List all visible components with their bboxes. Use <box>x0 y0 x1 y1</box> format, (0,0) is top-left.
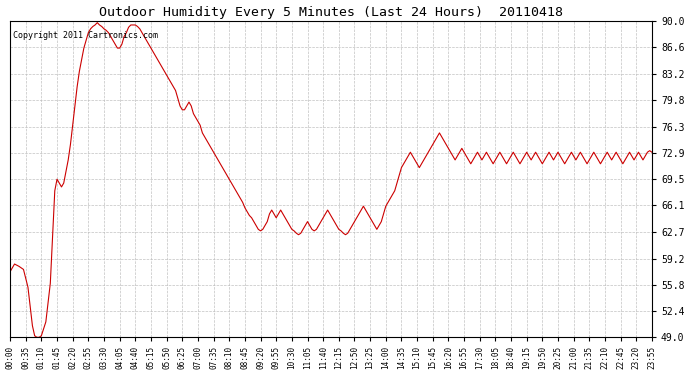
Title: Outdoor Humidity Every 5 Minutes (Last 24 Hours)  20110418: Outdoor Humidity Every 5 Minutes (Last 2… <box>99 6 563 18</box>
Text: Copyright 2011 Cartronics.com: Copyright 2011 Cartronics.com <box>13 31 158 40</box>
